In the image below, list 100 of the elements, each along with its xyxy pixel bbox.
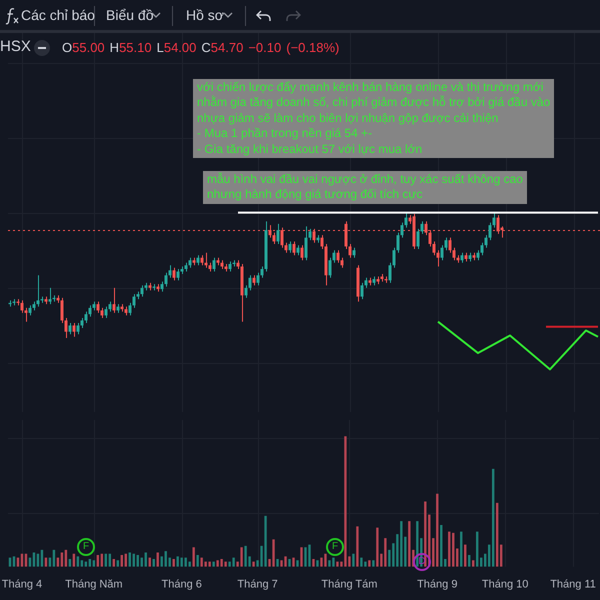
bar [220, 558, 223, 567]
bar [96, 555, 100, 567]
candlestick [164, 272, 168, 288]
bar [120, 555, 124, 567]
bar [84, 562, 88, 567]
candlestick [336, 250, 340, 264]
bar [184, 558, 187, 567]
bar [176, 556, 179, 567]
candlestick [204, 252, 208, 268]
bar [92, 560, 96, 567]
bar [152, 558, 155, 567]
bar [264, 516, 267, 567]
candlestick [360, 282, 364, 300]
bar [472, 560, 474, 567]
candlestick [304, 226, 308, 261]
candlestick [140, 284, 144, 298]
candlestick [68, 322, 72, 335]
candlestick [276, 223, 280, 244]
bar [44, 558, 48, 567]
bar [124, 554, 127, 567]
bar [156, 552, 159, 567]
bar [216, 560, 219, 567]
candlestick [292, 240, 296, 256]
bar [136, 555, 139, 567]
bar [336, 562, 339, 567]
bar [468, 555, 470, 567]
bar [52, 550, 56, 567]
candlestick [416, 228, 420, 250]
x-tick-label: Tháng 4 [2, 578, 42, 590]
annotation: F [77, 538, 95, 556]
candlestick [172, 267, 176, 281]
bar [464, 544, 466, 567]
candlestick [352, 247, 356, 258]
bar [416, 521, 419, 567]
x-tick-label: Tháng 9 [417, 578, 458, 590]
bar [164, 551, 167, 567]
bar [492, 468, 494, 567]
text: với chiến lược đẩy mạnh kênh bán hàng online và thị trường mới nhằm gia tăng doanh số, chi phí giảm được hỗ trợ bởi giá đầu vào nhựa giảm sẽ làm cho biên lợi nhuận gộp được cải thiện - Mua 1 phần trong nền giá 54 +- - Gia tăng khi breakout 57 với lực mua lớn [193, 79, 554, 158]
bar [360, 558, 363, 567]
x-tick-label: Tháng 6 [162, 578, 202, 590]
bar [196, 555, 199, 567]
bar [72, 554, 76, 567]
candlestick [20, 300, 24, 314]
bar [356, 526, 359, 567]
candlestick [112, 287, 116, 314]
bar [384, 538, 387, 567]
bar [192, 547, 195, 567]
bar [344, 436, 347, 567]
candlestick [196, 254, 200, 266]
bar [352, 554, 355, 567]
candlestick [36, 274, 40, 308]
candlestick [104, 306, 108, 318]
bar [224, 562, 227, 567]
bar [212, 562, 215, 567]
candlestick [300, 244, 304, 261]
bar [368, 560, 371, 567]
candlestick [48, 287, 52, 305]
bar [452, 532, 454, 567]
bar [132, 554, 135, 567]
x-tick-label: Tháng Năm [65, 578, 123, 590]
bar [188, 562, 191, 567]
bar [408, 521, 411, 567]
candlestick [212, 257, 216, 272]
bar [100, 554, 104, 567]
bar [228, 562, 231, 567]
candlestick [296, 244, 300, 256]
bar [496, 502, 498, 567]
bar [440, 525, 442, 567]
bar [172, 558, 175, 567]
candlestick [288, 240, 292, 254]
bar [240, 547, 243, 567]
bar [148, 558, 151, 567]
bar [60, 552, 64, 567]
candlestick [200, 254, 204, 266]
bar [400, 521, 403, 567]
candlestick [188, 257, 192, 268]
candlestick [460, 252, 464, 264]
candlestick [76, 322, 80, 335]
bar [80, 560, 84, 567]
bar [448, 532, 450, 567]
x-tick-label: Tháng 7 [237, 578, 278, 590]
candlestick [96, 301, 100, 314]
bar [232, 558, 235, 567]
bar [460, 532, 462, 567]
bar [204, 562, 207, 567]
bar [88, 558, 92, 567]
bar [252, 562, 255, 567]
bar [68, 558, 72, 567]
bar [104, 554, 108, 567]
text: O55.00 H55.10 L54.00 C54.70 −0.10 (−0.18%) [62, 40, 340, 55]
text: Biểu đồ [106, 7, 154, 23]
candlestick [176, 268, 180, 281]
annotation: F [326, 538, 344, 556]
bar [364, 562, 367, 567]
text: Các chỉ báo [21, 7, 95, 23]
candlestick [252, 274, 256, 286]
bar [108, 554, 112, 567]
bar [332, 558, 335, 567]
chart-title: HSX [0, 38, 31, 55]
bar [144, 552, 147, 567]
